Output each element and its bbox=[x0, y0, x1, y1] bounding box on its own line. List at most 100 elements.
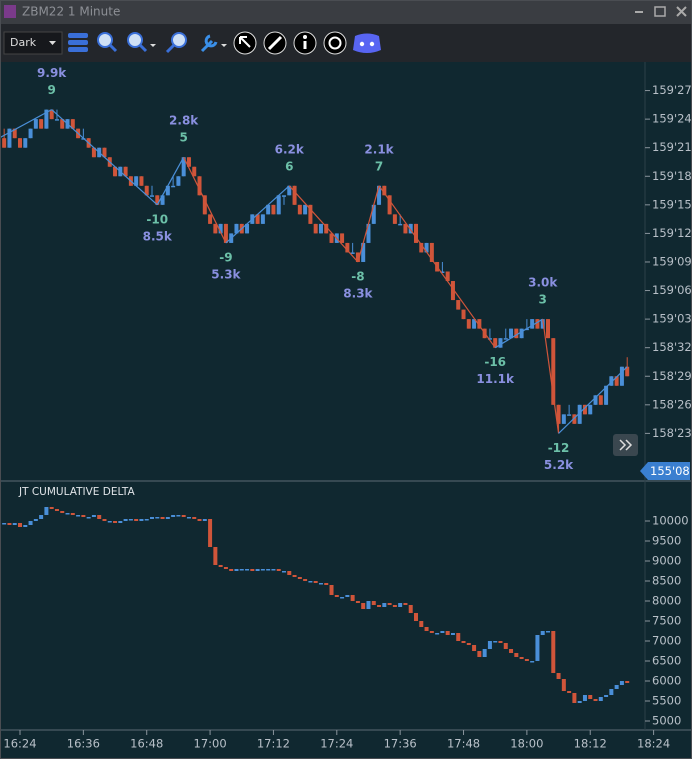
y-tick-label: 159'24 bbox=[652, 112, 692, 126]
delta-bar bbox=[371, 601, 376, 605]
candle-body bbox=[456, 300, 461, 310]
candle-body bbox=[429, 242, 434, 262]
delta-bar bbox=[49, 507, 54, 509]
delta-bar bbox=[493, 641, 498, 643]
candle-body bbox=[567, 414, 572, 416]
candle-body bbox=[577, 404, 582, 424]
delta-bar bbox=[625, 681, 630, 683]
close-button[interactable] bbox=[676, 6, 687, 17]
layers-icon[interactable] bbox=[68, 33, 88, 38]
x-tick-label: 17:00 bbox=[194, 737, 227, 751]
delta-bar bbox=[329, 585, 334, 595]
delta-bar bbox=[382, 603, 387, 607]
candle-body bbox=[551, 338, 556, 405]
delta-bar bbox=[223, 567, 228, 569]
zigzag-delta: -16 bbox=[484, 355, 506, 369]
delta-bar bbox=[171, 515, 176, 517]
zoom-out-icon[interactable] bbox=[127, 32, 143, 48]
delta-bar bbox=[229, 569, 234, 571]
delta-bar bbox=[144, 519, 149, 521]
candle-body bbox=[144, 185, 149, 196]
discord-eye bbox=[359, 41, 365, 47]
delta-bar bbox=[266, 569, 271, 571]
delta-bar bbox=[297, 577, 302, 579]
candle-body bbox=[424, 242, 429, 253]
candle-body bbox=[192, 166, 197, 177]
toolbar-icons bbox=[68, 31, 381, 55]
maximize-button[interactable] bbox=[654, 6, 666, 17]
delta-bar bbox=[387, 603, 392, 605]
candle-body bbox=[461, 309, 466, 320]
delta-bar bbox=[398, 603, 403, 607]
candle-body bbox=[271, 204, 276, 215]
delta-bar bbox=[245, 569, 250, 571]
candle-body bbox=[113, 166, 118, 177]
candle-body bbox=[7, 128, 12, 148]
delta-bar bbox=[392, 605, 397, 607]
layers-icon-part bbox=[68, 40, 88, 45]
delta-bar bbox=[377, 605, 382, 607]
delta-bar bbox=[65, 513, 70, 515]
theme-dropdown[interactable] bbox=[3, 31, 63, 55]
delta-bar bbox=[440, 631, 445, 633]
delta-bar bbox=[54, 509, 59, 511]
y-tick-label: 9000 bbox=[652, 554, 681, 568]
y-tick-label: 6000 bbox=[652, 674, 681, 688]
candle-body bbox=[340, 233, 345, 243]
candle-body bbox=[171, 185, 176, 188]
candle-body bbox=[387, 195, 392, 215]
zoom-in-icon[interactable] bbox=[97, 32, 113, 48]
zigzag-volume: 6.2k bbox=[275, 142, 305, 156]
candle-body bbox=[466, 319, 471, 329]
delta-bar bbox=[197, 519, 202, 521]
delta-bar bbox=[477, 651, 482, 657]
delta-bar bbox=[308, 581, 313, 583]
candle-body bbox=[487, 338, 492, 340]
delta-bar bbox=[282, 571, 286, 573]
delta-bar bbox=[403, 603, 408, 605]
delta-bar bbox=[202, 519, 207, 521]
x-tick-label: 17:48 bbox=[447, 737, 480, 751]
delta-bar bbox=[524, 659, 529, 661]
zigzag-segment bbox=[51, 109, 158, 206]
y-tick-label: 7500 bbox=[652, 614, 681, 628]
info-dot bbox=[303, 35, 307, 39]
delta-bar bbox=[165, 517, 170, 519]
delta-bar bbox=[287, 571, 292, 575]
refresh-button[interactable] bbox=[323, 31, 347, 55]
y-tick-label: 159'12 bbox=[652, 226, 692, 240]
y-tick-label: 158'29 bbox=[652, 369, 692, 383]
candle-body bbox=[313, 223, 318, 234]
delta-bar bbox=[128, 519, 133, 521]
zigzag-volume: 3.0k bbox=[528, 276, 558, 290]
candle-body bbox=[355, 252, 360, 262]
price-tag bbox=[640, 462, 690, 480]
candle-body bbox=[91, 147, 96, 158]
discord-eye bbox=[369, 41, 375, 47]
zigzag-delta: -10 bbox=[146, 212, 168, 226]
delta-bar bbox=[498, 641, 503, 643]
zigzag-delta: -8 bbox=[351, 269, 364, 283]
delta-bar bbox=[176, 515, 181, 517]
candle-body bbox=[28, 128, 33, 139]
delta-bar bbox=[619, 681, 624, 685]
delta-bar bbox=[551, 631, 556, 673]
y-tick-label: 7000 bbox=[652, 634, 681, 648]
candle-body bbox=[176, 176, 181, 186]
discord-button[interactable] bbox=[353, 33, 381, 54]
delta-bar bbox=[450, 633, 455, 635]
delta-bar bbox=[139, 519, 144, 521]
delta-bar bbox=[482, 649, 487, 657]
tools-icon[interactable] bbox=[200, 34, 218, 53]
candle-body bbox=[614, 376, 619, 386]
zigzag-delta: 6 bbox=[285, 159, 293, 173]
search-icon[interactable] bbox=[171, 32, 187, 48]
delta-bar bbox=[340, 597, 345, 599]
y-tick-label: 159'27 bbox=[652, 83, 692, 97]
candle-body bbox=[546, 319, 550, 339]
minimize-button[interactable] bbox=[635, 11, 643, 13]
candle-body bbox=[556, 404, 561, 424]
y-tick-label: 159'21 bbox=[652, 140, 692, 154]
candle-body bbox=[625, 366, 630, 377]
delta-bar bbox=[487, 641, 492, 649]
